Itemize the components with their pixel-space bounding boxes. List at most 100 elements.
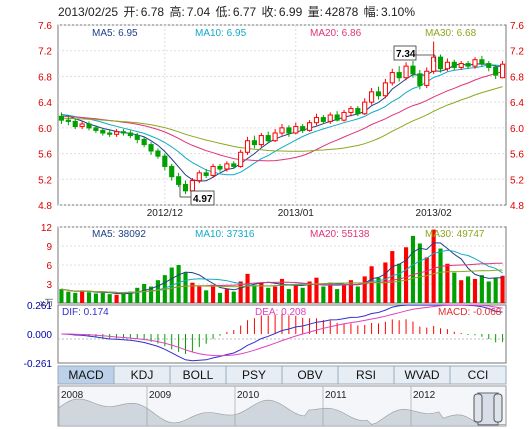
volume-bar	[328, 282, 333, 303]
candle-body	[251, 140, 257, 146]
tab-label: WVAD	[404, 368, 439, 382]
overview-years: 2008 2009 2010 2011 2012	[58, 386, 436, 426]
volume-bar	[397, 263, 402, 303]
volume-ma-lines	[61, 242, 503, 295]
candle-body	[279, 127, 285, 134]
change-value: 3.10%	[381, 5, 416, 19]
tab-cci[interactable]	[449, 365, 507, 385]
price-tick-right: 7.6	[510, 21, 524, 32]
volume-unit-label: x万	[40, 298, 54, 308]
volume-bar	[466, 276, 471, 303]
volume-bar	[259, 282, 264, 303]
volume-bar	[493, 277, 498, 303]
candle-body	[334, 114, 340, 121]
dea-line	[61, 304, 503, 357]
candle-body	[203, 172, 209, 176]
candle-body	[148, 144, 154, 152]
candle-body	[258, 135, 264, 146]
volume-bar	[142, 284, 147, 303]
change-label: 幅:	[363, 5, 379, 19]
volume-bar	[73, 292, 78, 303]
candle-body	[493, 66, 499, 76]
dif-label: DIF: 0.174	[62, 307, 109, 318]
price-tick-left: 7.2	[38, 47, 52, 58]
volume-bar	[252, 285, 257, 303]
candle-body	[141, 138, 147, 146]
vol-ma30-legend: MA30: 49747	[425, 229, 485, 240]
price-y-axis-left: 7.6 7.2 6.8 6.4 6.0 5.6 5.2 4.8	[38, 21, 52, 212]
overview-year-label: 2011	[325, 390, 347, 401]
volume-bar	[362, 276, 367, 303]
candle-body	[286, 127, 292, 134]
volume-bar	[231, 291, 236, 303]
price-tick-left: 6.0	[38, 124, 52, 135]
volume-bar	[217, 292, 223, 303]
volume-bar	[438, 248, 443, 303]
overview-year-label: 2009	[149, 390, 172, 401]
candle-body	[79, 123, 85, 128]
high-callout-text: 7.34	[396, 49, 416, 60]
candle-body	[465, 63, 471, 67]
low-label: 低:	[215, 5, 231, 19]
price-tick-right: 7.2	[510, 47, 524, 58]
candle-body	[265, 135, 271, 142]
ma5-legend: MA5: 6.95	[92, 28, 138, 39]
volume-bar	[176, 265, 181, 303]
overview-year-label: 2008	[61, 390, 84, 401]
candle-body	[134, 135, 140, 140]
open-value: 6.78	[140, 5, 165, 19]
volume-bar	[135, 287, 140, 303]
volume-bar	[341, 285, 347, 303]
price-x-axis: 2012/12 2013/01 2013/02	[147, 208, 452, 219]
volume-bar	[376, 277, 381, 303]
candle-body	[451, 61, 457, 68]
volume-bar	[148, 286, 154, 303]
volume-bar	[121, 293, 126, 303]
candle-body	[403, 65, 409, 79]
candle-body	[162, 155, 168, 167]
volume-bar	[107, 294, 112, 303]
volume-bar	[390, 251, 395, 303]
volume-bar	[348, 280, 353, 303]
volume-bar	[238, 281, 243, 303]
candle-body	[431, 56, 437, 72]
price-tick-left: 5.2	[38, 175, 52, 186]
price-tick-right: 5.2	[510, 175, 524, 186]
overview-handle-right[interactable]	[493, 393, 503, 423]
macd-y-axis: 0.261 0.000 -0.261	[24, 301, 53, 370]
volume-bar	[403, 247, 409, 303]
close-label: 收:	[261, 5, 277, 19]
price-panel[interactable]	[57, 24, 507, 206]
candle-body	[327, 114, 333, 122]
volume-bar	[211, 285, 216, 303]
overview-handle-left[interactable]	[473, 393, 483, 423]
volume-bar	[155, 280, 161, 303]
candlesticks	[58, 41, 506, 195]
quote-info-bar: 2013/02/25 开: 6.78 高: 7.04 低: 6.77 收: 6.99 量…	[58, 3, 417, 20]
ma30-line	[61, 86, 503, 152]
high-callout-box	[393, 45, 417, 61]
low-callout-box	[190, 190, 215, 206]
volume-bar	[66, 291, 71, 303]
candle-body	[389, 72, 395, 84]
price-tick-left: 7.6	[38, 21, 52, 32]
quote-date: 2013/02/25	[58, 5, 119, 19]
macd-tick: -0.261	[24, 359, 53, 370]
candle-body	[479, 59, 485, 65]
volume-y-axis: 12 9 6 3	[41, 223, 53, 291]
volume-bar	[59, 289, 64, 303]
candle-body	[182, 183, 189, 192]
volume-bar	[410, 235, 416, 303]
candle-body	[458, 63, 464, 68]
volume-bar	[479, 275, 484, 303]
volume-tick: 6	[46, 261, 52, 272]
volume-bar	[452, 272, 457, 303]
volume-bar	[459, 280, 464, 303]
volume-bar	[369, 266, 374, 303]
candle-body	[127, 132, 133, 137]
price-x-tick: 2013/01	[278, 208, 315, 219]
low-callout-text: 4.97	[193, 194, 213, 205]
volume-bar	[286, 289, 291, 303]
price-tick-right: 6.8	[510, 72, 524, 83]
